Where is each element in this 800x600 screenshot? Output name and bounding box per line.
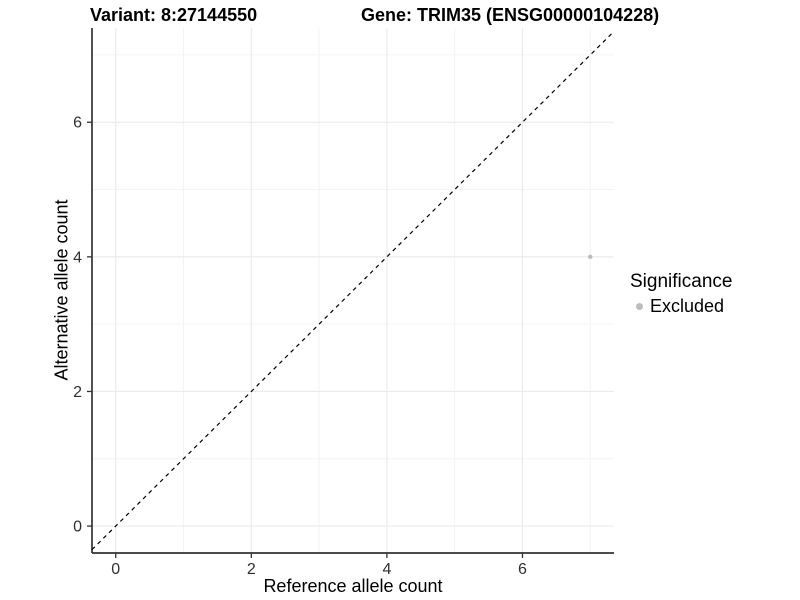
legend-item: Excluded bbox=[630, 296, 732, 317]
gene-title: Gene: TRIM35 (ENSG00000104228) bbox=[361, 5, 660, 25]
identity-reference-line bbox=[91, 30, 615, 551]
legend-title: Significance bbox=[630, 271, 733, 292]
y-tick-label: 0 bbox=[73, 519, 82, 536]
x-tick-label: 4 bbox=[382, 561, 391, 578]
y-axis-title: Alternative allele count bbox=[51, 199, 72, 381]
y-tick-label: 6 bbox=[73, 115, 82, 132]
x-tick-label: 6 bbox=[518, 561, 527, 578]
data-point bbox=[588, 254, 593, 260]
x-axis-title: Reference allele count bbox=[263, 576, 443, 596]
legend: Significance Excluded bbox=[630, 271, 732, 317]
x-tick-label: 2 bbox=[247, 561, 256, 578]
y-tick-label: 2 bbox=[73, 384, 82, 401]
variant-title: Variant: 8:27144550 bbox=[90, 5, 258, 25]
legend-point-icon bbox=[636, 303, 643, 310]
y-tick-label: 4 bbox=[73, 249, 82, 266]
legend-item-label: Excluded bbox=[650, 296, 725, 316]
x-tick-label: 0 bbox=[111, 561, 120, 578]
